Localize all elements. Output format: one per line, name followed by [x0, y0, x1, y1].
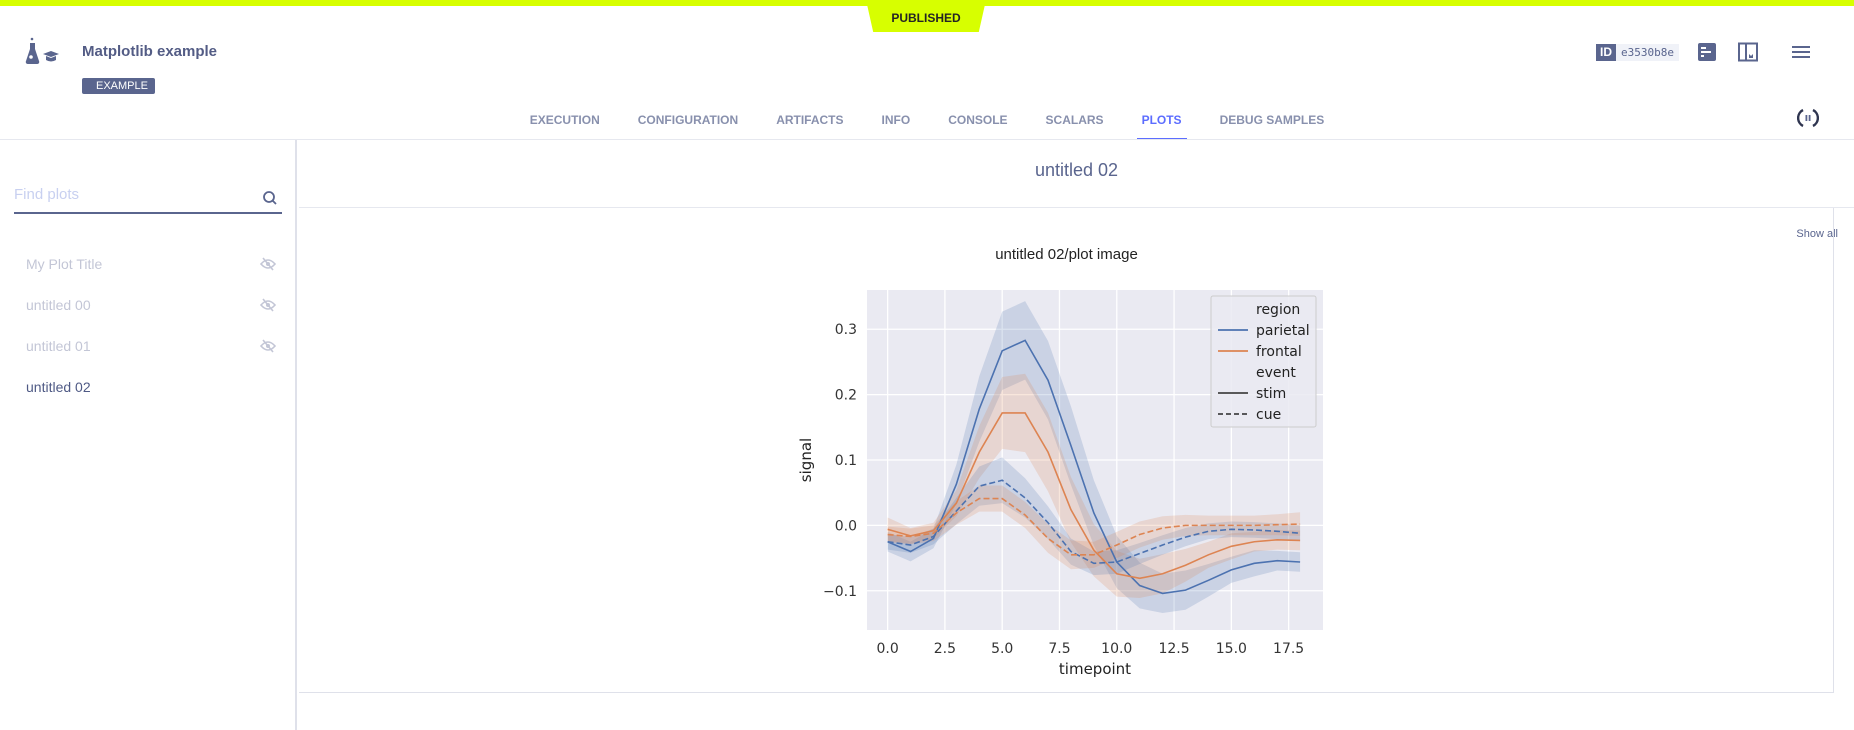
x-tick-label: 0.0: [876, 641, 898, 657]
x-tick-label: 7.5: [1048, 641, 1070, 657]
eye-off-icon[interactable]: [260, 339, 276, 353]
y-tick-label: 0.3: [835, 322, 857, 338]
legend-entry: frontal: [1256, 344, 1302, 360]
series-line-frontal-cue: [887, 497, 1301, 556]
header-divider: [0, 139, 1854, 140]
x-tick-label: 12.5: [1158, 641, 1189, 657]
search-icon[interactable]: [262, 190, 278, 206]
tab-bar: EXECUTION CONFIGURATION ARTIFACTS INFO C…: [0, 108, 1854, 140]
details-panel-icon[interactable]: [1696, 42, 1718, 62]
plot-item-label: My Plot Title: [26, 256, 103, 272]
show-all-link[interactable]: Show all: [1796, 228, 1838, 240]
status-badge: PUBLISHED: [866, 0, 986, 32]
tab-artifacts[interactable]: ARTIFACTS: [776, 113, 844, 127]
plot-item-label: untitled 00: [26, 297, 91, 313]
experiment-icon: [25, 37, 59, 65]
plot-group-title: untitled 02: [1034, 160, 1119, 180]
confidence-band-frontal-stim: [887, 373, 1301, 598]
sidebar-plot-item[interactable]: untitled 01: [26, 334, 276, 358]
x-tick-label: 10.0: [1101, 641, 1132, 657]
plot-item-label: untitled 02: [26, 379, 91, 395]
id-badge[interactable]: ID e3530b8e: [1596, 44, 1679, 61]
y-tick-label: −0.1: [823, 584, 857, 600]
series-line-frontal-stim: [887, 412, 1301, 580]
x-tick-label: 5.0: [991, 641, 1013, 657]
legend-entry: region: [1256, 302, 1300, 318]
x-tick-label: 2.5: [934, 641, 956, 657]
series-line-parietal-stim: [887, 339, 1301, 595]
confidence-band-frontal-cue: [887, 485, 1301, 570]
sidebar-plot-item[interactable]: untitled 00: [26, 293, 276, 317]
legend-box: [1210, 295, 1317, 428]
sidebar-plot-item[interactable]: untitled 02: [26, 375, 276, 399]
confidence-band-parietal-cue: [887, 457, 1301, 576]
y-tick-label: 0.2: [835, 388, 857, 404]
y-tick-label: 0.0: [835, 518, 857, 534]
eye-off-icon[interactable]: [260, 298, 276, 312]
tab-debug-samples[interactable]: DEBUG SAMPLES: [1219, 113, 1325, 127]
y-tick-label: 0.1: [835, 453, 857, 469]
plots-sidebar: [0, 140, 297, 730]
id-label: ID: [1596, 44, 1616, 61]
auto-refresh-pause-icon[interactable]: [1797, 106, 1819, 130]
x-axis-label: timepoint: [1059, 660, 1131, 678]
id-value: e3530b8e: [1616, 44, 1679, 61]
legend-entry: stim: [1256, 386, 1286, 402]
tab-configuration[interactable]: CONFIGURATION: [637, 113, 739, 127]
menu-icon[interactable]: [1790, 42, 1812, 62]
x-tick-label: 15.0: [1216, 641, 1247, 657]
example-tag[interactable]: EXAMPLE: [82, 78, 155, 94]
plot-title: untitled 02/plot image: [995, 246, 1138, 263]
plot-card: [299, 208, 1834, 693]
experiment-title: Matplotlib example: [82, 43, 218, 60]
find-plots-input[interactable]: [14, 186, 244, 203]
legend-entry: event: [1256, 365, 1296, 381]
title-divider: [299, 207, 1854, 208]
tab-console[interactable]: CONSOLE: [948, 113, 1008, 127]
x-tick-label: 17.5: [1273, 641, 1304, 657]
legend-entry: cue: [1256, 407, 1281, 423]
eye-off-icon[interactable]: [260, 257, 276, 271]
tab-execution[interactable]: EXECUTION: [529, 113, 600, 127]
sidebar-plot-item[interactable]: My Plot Title: [26, 252, 276, 276]
series-line-parietal-cue: [887, 479, 1301, 565]
find-plots-search: [14, 186, 282, 214]
legend-entry: parietal: [1256, 323, 1310, 339]
layout-toggle-icon[interactable]: [1737, 42, 1759, 62]
tab-info[interactable]: INFO: [881, 113, 911, 127]
y-axis-label: signal: [797, 438, 815, 482]
tab-scalars[interactable]: SCALARS: [1045, 113, 1104, 127]
plot-item-label: untitled 01: [26, 338, 91, 354]
